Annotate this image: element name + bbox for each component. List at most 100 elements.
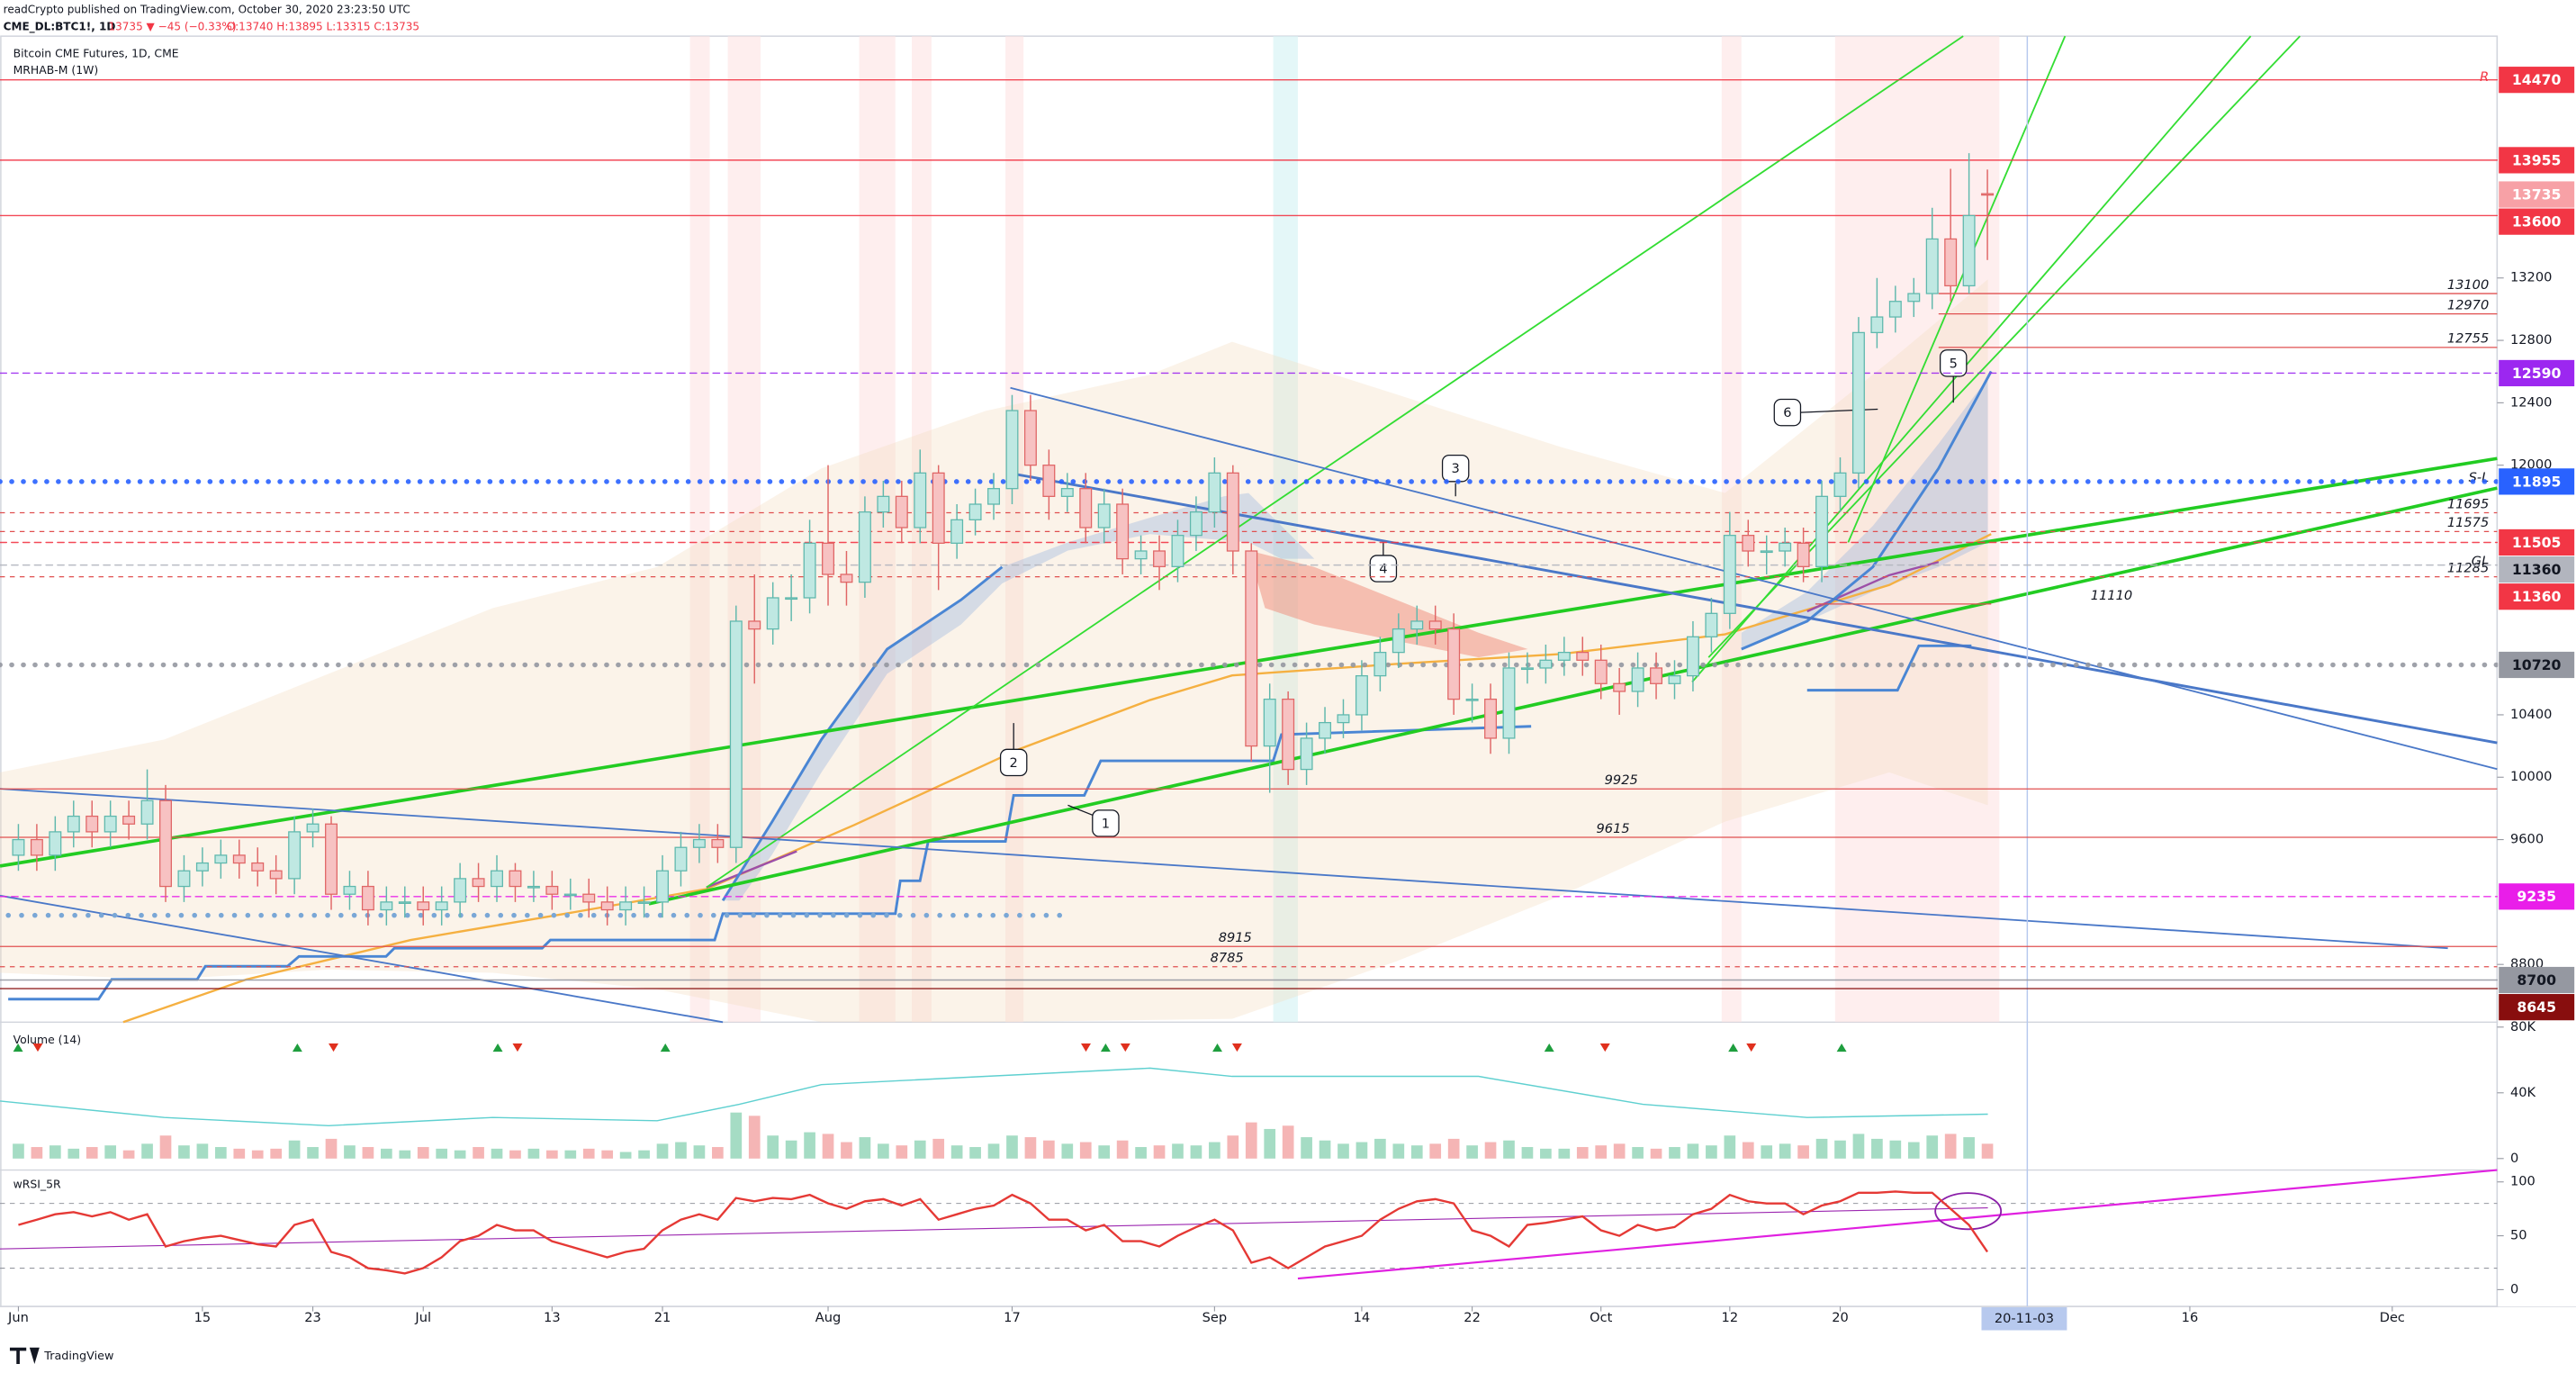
candle-body [380, 901, 393, 911]
volume-bar [1116, 1140, 1129, 1159]
volume-bar [233, 1148, 246, 1159]
volume-bar [362, 1147, 374, 1159]
candle-body [1576, 651, 1590, 661]
candle-body [1668, 674, 1681, 684]
candle-body [1520, 667, 1534, 671]
candle-body [527, 885, 540, 889]
candle-body [711, 838, 725, 848]
volume-bar [31, 1147, 43, 1159]
volume-bar [1079, 1142, 1092, 1159]
band [1721, 36, 1742, 1023]
candle-body [1300, 737, 1313, 771]
quote: 13735 ▼ −45 (−0.33%) [108, 21, 236, 33]
volume-bar [1907, 1142, 1920, 1159]
candle-body [343, 885, 356, 895]
band [1834, 36, 2000, 1023]
volume-bar [1558, 1148, 1571, 1159]
brand-logo [9, 1347, 40, 1364]
price-tag-label: 13735 [2512, 185, 2562, 203]
volume-bar [270, 1148, 283, 1159]
price-tag [2499, 67, 2575, 94]
volume-bar [49, 1145, 61, 1159]
volume-bar [473, 1147, 484, 1159]
price-tag-label: 10720 [2512, 656, 2562, 673]
price-tag [2499, 528, 2575, 556]
volume-bar [1356, 1142, 1368, 1159]
volume-bar [1338, 1143, 1349, 1159]
trend-line [1691, 35, 2252, 683]
candle-body [1447, 628, 1461, 700]
level-label: 11110 [2091, 588, 2132, 603]
y-tick-label: 80K [2510, 1019, 2536, 1034]
volume-bar [785, 1140, 797, 1159]
candle-body [914, 472, 927, 528]
rsi-trend-line [0, 1207, 1988, 1250]
level-label: 11575 [2447, 515, 2489, 530]
candle-body [1374, 651, 1387, 677]
price-tag-label: 8645 [2517, 998, 2556, 1016]
candle-body [932, 472, 945, 544]
x-tick-label: 17 [1004, 1310, 1021, 1325]
x-tick-label: Sep [1202, 1310, 1228, 1325]
y-tick-label: 12400 [2510, 394, 2552, 410]
volume-bar [950, 1145, 963, 1159]
candle-body [1557, 651, 1571, 661]
step-line [8, 725, 1532, 1001]
volume-bar [1227, 1135, 1239, 1159]
volume-bar [325, 1138, 338, 1159]
price-tag-label: 11360 [2512, 561, 2562, 578]
candle-body [1944, 238, 1958, 287]
price-tag [2499, 966, 2575, 994]
y-tick-label: 0 [2510, 1151, 2518, 1166]
callout-label: 2 [1010, 755, 1018, 771]
x-tick-label: 12 [1722, 1310, 1739, 1325]
volume-bar [878, 1143, 889, 1159]
trend-line [1847, 35, 2067, 543]
rsi-decor [0, 1169, 2498, 1280]
candle-body [877, 495, 890, 513]
level-label: 11285 [2447, 560, 2489, 575]
volume-bar [1190, 1145, 1202, 1159]
volume-bar [1392, 1143, 1405, 1159]
candle-body [1907, 293, 1921, 303]
candle-body [563, 893, 577, 897]
volume-bar [1043, 1140, 1055, 1159]
band [727, 36, 761, 1023]
candle-body [288, 831, 302, 880]
candle-body [1005, 410, 1019, 490]
volume-bar [1521, 1147, 1534, 1159]
volume-bar [1834, 1140, 1846, 1159]
volume-bar [1172, 1143, 1184, 1159]
candle-body [104, 815, 117, 833]
y-tick-label: 50 [2510, 1228, 2527, 1243]
y-tick-label: 0 [2510, 1281, 2518, 1296]
price-tag [2499, 994, 2575, 1021]
candle-body [1042, 465, 1056, 497]
price-tag-label: 9235 [2517, 888, 2556, 905]
callout-box [1773, 398, 1802, 427]
candle-body [140, 799, 154, 825]
candle-body [491, 870, 503, 888]
volume-bar [1650, 1148, 1662, 1159]
x-tick-label: 23 [304, 1310, 321, 1325]
volume-bar [454, 1150, 466, 1159]
level-label: 13100 [2447, 277, 2489, 293]
candle-body [545, 885, 559, 895]
trend-line [0, 894, 724, 1024]
candle-body [766, 597, 779, 630]
candle-body [251, 862, 265, 872]
volume-bar [1447, 1138, 1460, 1159]
level-label: 12970 [2447, 297, 2489, 312]
callout-box [999, 748, 1028, 777]
candle-body [656, 870, 669, 903]
volume-bar [1540, 1148, 1552, 1159]
band [689, 36, 710, 1023]
volume-bar [601, 1150, 614, 1159]
volume-bar [748, 1116, 761, 1159]
level-label: 9925 [1605, 772, 1638, 788]
candle-body [1870, 316, 1884, 334]
candle-body [325, 823, 338, 895]
volume-bar [1852, 1134, 1865, 1159]
candle-body [803, 542, 816, 599]
